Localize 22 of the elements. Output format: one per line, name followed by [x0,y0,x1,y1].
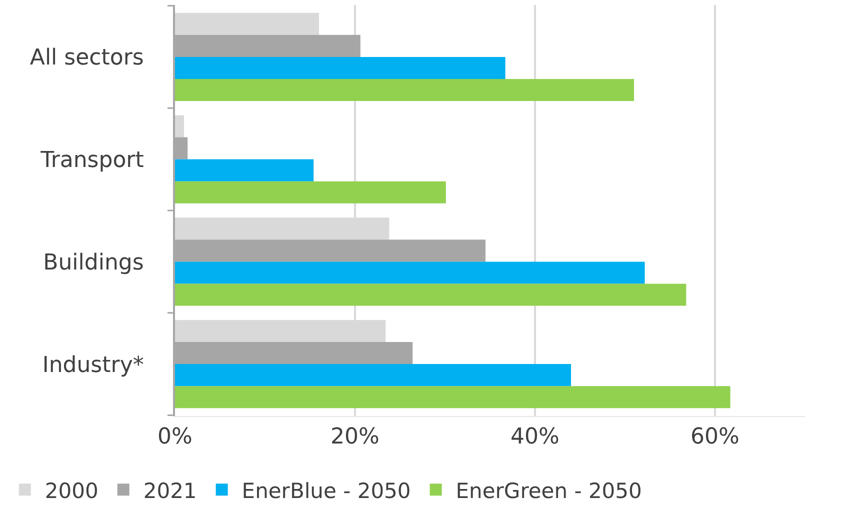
bar [175,284,686,306]
bar [175,181,446,204]
x-tick-label: 60% [690,424,740,450]
bar [175,12,319,35]
bar [175,56,506,79]
legend-label: 2000 [44,478,98,503]
bar [175,364,571,386]
legend-label: EnerBlue - 2050 [242,478,411,503]
bar [175,386,730,408]
y-tick-label: Buildings [43,250,144,276]
y-tick-label: Transport [40,148,144,174]
legend-label: EnerGreen - 2050 [456,478,642,503]
x-tick-label: 20% [330,424,380,450]
y-tick-label: Industry* [42,352,144,378]
x-tick-label: 40% [510,424,560,450]
bar [175,78,634,101]
bar [175,159,314,182]
bar [175,115,184,138]
bar [175,262,645,284]
y-tick-label: All sectors [30,46,144,71]
legend-label: 2021 [143,478,197,503]
x-tick-label: 0% [158,424,192,450]
